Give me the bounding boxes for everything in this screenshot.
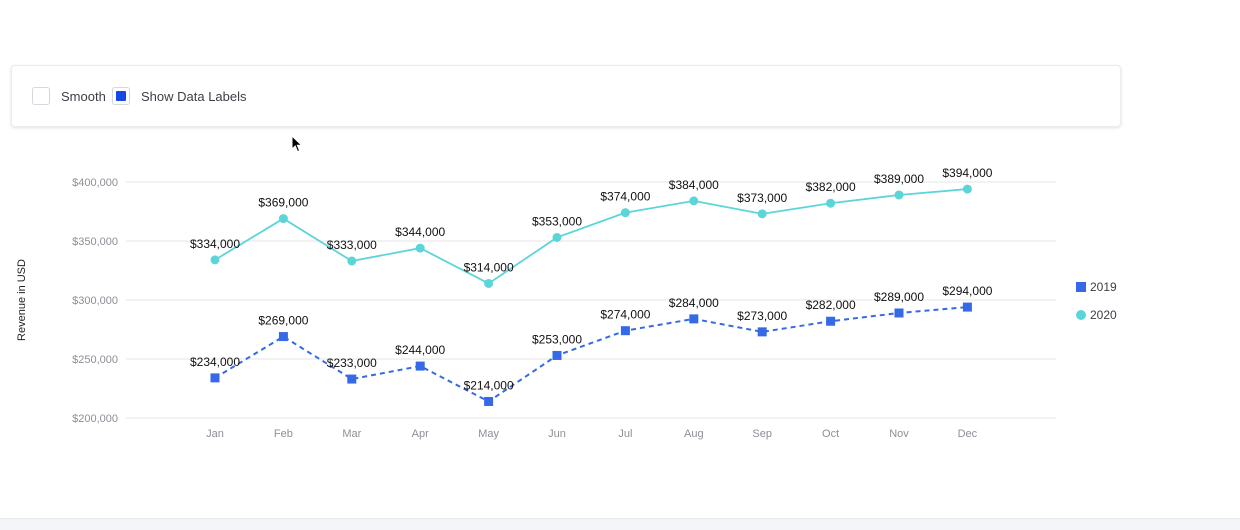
data-point (757, 327, 767, 337)
data-label: $373,000 (737, 191, 787, 205)
smooth-checkbox[interactable] (32, 87, 50, 105)
data-point (689, 314, 699, 324)
data-point (962, 302, 972, 312)
x-tick-label: May (478, 428, 499, 440)
x-tick-label: Dec (958, 428, 978, 440)
smooth-toggle[interactable]: Smooth (32, 66, 106, 126)
data-point (210, 373, 220, 383)
data-point (894, 308, 904, 318)
x-tick-label: Nov (889, 428, 909, 440)
data-point (484, 396, 494, 406)
data-label: $284,000 (669, 296, 719, 310)
data-point (689, 196, 699, 206)
legend-marker-2020[interactable] (1076, 310, 1086, 320)
y-tick-label: $200,000 (72, 413, 118, 425)
checkbox-fill (116, 91, 126, 101)
data-label: $382,000 (806, 180, 856, 194)
data-label: $314,000 (464, 260, 514, 274)
x-tick-label: Jun (548, 428, 566, 440)
data-label: $269,000 (258, 314, 308, 328)
x-tick-label: Aug (684, 428, 704, 440)
y-tick-label: $300,000 (72, 295, 118, 307)
data-point (620, 326, 630, 336)
show-data-labels-label: Show Data Labels (141, 88, 247, 104)
data-point (347, 374, 357, 384)
y-tick-label: $250,000 (72, 354, 118, 366)
data-label: $374,000 (600, 190, 650, 204)
data-point (552, 232, 562, 242)
data-label: $394,000 (942, 166, 992, 180)
x-tick-label: Jul (618, 428, 632, 440)
data-label: $384,000 (669, 178, 719, 192)
mouse-pointer-icon (291, 135, 303, 153)
data-point (894, 190, 904, 200)
revenue-line-chart: $400,000 $350,000 $300,000 $250,000 $200,000… (16, 166, 1117, 440)
legend-label-2020[interactable]: 2020 (1090, 308, 1117, 322)
y-tick-label: $350,000 (72, 236, 118, 248)
x-tick-label: Apr (412, 428, 429, 440)
data-point (210, 255, 220, 265)
chart-options-panel: Smooth Show Data Labels (11, 65, 1121, 127)
data-point (347, 256, 357, 266)
data-label: $234,000 (190, 355, 240, 369)
data-label: $214,000 (464, 378, 514, 392)
y-axis-title: Revenue in USD (16, 259, 28, 341)
data-point (415, 243, 425, 253)
legend-marker-2019[interactable] (1076, 282, 1086, 292)
data-label: $369,000 (258, 196, 308, 210)
data-label: $273,000 (737, 309, 787, 323)
legend-label-2019[interactable]: 2019 (1090, 280, 1117, 294)
x-tick-label: Feb (274, 428, 293, 440)
data-label: $289,000 (874, 290, 924, 304)
data-label: $233,000 (327, 356, 377, 370)
bottom-bar (0, 518, 1240, 530)
data-point (278, 332, 288, 342)
data-label: $389,000 (874, 172, 924, 186)
data-point (826, 316, 836, 326)
x-tick-label: Mar (342, 428, 361, 440)
data-point (620, 208, 630, 218)
data-label: $294,000 (942, 284, 992, 298)
data-point (484, 278, 494, 288)
series-line-2019 (214, 306, 968, 403)
data-label: $334,000 (190, 237, 240, 251)
show-data-labels-checkbox[interactable] (112, 87, 130, 105)
data-point (415, 361, 425, 371)
data-label: $333,000 (327, 238, 377, 252)
data-label: $274,000 (600, 308, 650, 322)
x-tick-label: Jan (206, 428, 224, 440)
y-tick-label: $400,000 (72, 177, 118, 189)
data-point (278, 214, 288, 224)
data-label: $344,000 (395, 225, 445, 239)
show-data-labels-toggle[interactable]: Show Data Labels (112, 66, 247, 126)
data-label: $253,000 (532, 332, 582, 346)
data-label: $282,000 (806, 298, 856, 312)
data-label: $353,000 (532, 214, 582, 228)
data-label: $244,000 (395, 343, 445, 357)
x-tick-label: Sep (752, 428, 772, 440)
smooth-label: Smooth (61, 88, 106, 104)
series-line-2020 (214, 188, 968, 285)
data-point (826, 198, 836, 208)
data-point (552, 350, 562, 360)
x-tick-label: Oct (822, 428, 839, 440)
data-point (962, 184, 972, 194)
data-point (757, 209, 767, 219)
